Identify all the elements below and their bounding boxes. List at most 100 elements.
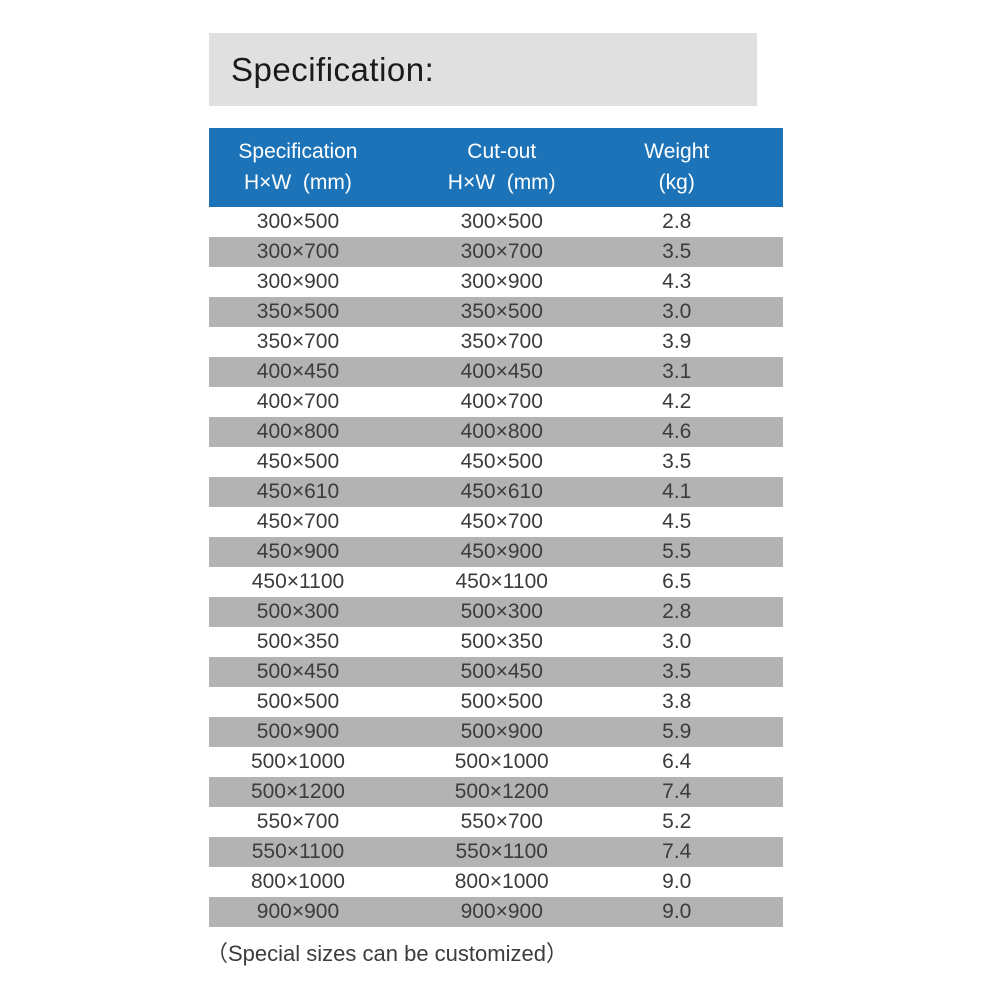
cell-weight: 4.6 [662, 420, 692, 443]
cell-cutout: 400×450 [460, 360, 543, 383]
cell-weight: 3.8 [662, 690, 692, 713]
cell-specification: 400×450 [256, 360, 340, 383]
table-row: 450×610 450×610 4.1 [209, 477, 783, 507]
cell-cutout: 350×500 [460, 300, 543, 323]
cell-weight: 3.1 [662, 360, 692, 383]
cell-specification: 350×500 [256, 300, 340, 323]
table-row: 500×500 500×500 3.8 [209, 687, 783, 717]
cell-cutout: 400×800 [460, 420, 543, 443]
cell-specification: 550×1100 [251, 840, 345, 863]
cell-specification: 450×900 [256, 540, 340, 563]
cell-specification: 300×900 [256, 270, 340, 293]
cell-specification: 450×700 [256, 510, 340, 533]
cell-cutout: 900×900 [460, 900, 543, 923]
table-row: 300×700 300×700 3.5 [209, 237, 783, 267]
cell-cutout: 450×900 [460, 540, 543, 563]
cell-specification: 550×700 [256, 810, 340, 833]
column-header-cutout: Cut-out H×W (mm) [386, 128, 617, 207]
table-header-row: Specification H×W (mm) Cut-out H×W (mm) … [209, 128, 783, 207]
table-row: 450×900 450×900 5.5 [209, 537, 783, 567]
cell-cutout: 300×700 [460, 240, 543, 263]
cell-specification: 500×500 [256, 690, 340, 713]
cell-weight: 9.0 [662, 870, 692, 893]
table-row: 450×1100 450×1100 6.5 [209, 567, 783, 597]
table-row: 350×500 350×500 3.0 [209, 297, 783, 327]
cell-weight: 7.4 [662, 840, 692, 863]
cell-weight: 5.5 [662, 540, 692, 563]
cell-cutout: 500×450 [460, 660, 543, 683]
cell-specification: 500×900 [256, 720, 340, 743]
cell-cutout: 450×700 [460, 510, 543, 533]
cell-weight: 4.5 [662, 510, 692, 533]
table-row: 500×450 500×450 3.5 [209, 657, 783, 687]
cell-cutout: 300×500 [460, 210, 543, 233]
column-header-cutout-title: Cut-out [467, 140, 537, 164]
column-header-specification-title: Specification [238, 140, 358, 164]
table-row: 550×700 550×700 5.2 [209, 807, 783, 837]
cell-weight: 3.0 [662, 630, 692, 653]
cell-specification: 300×500 [256, 210, 340, 233]
cell-weight: 3.0 [662, 300, 692, 323]
column-header-weight-unit: (kg) [658, 170, 695, 194]
cell-weight: 6.5 [662, 570, 692, 593]
cell-cutout: 550×700 [460, 810, 543, 833]
cell-specification: 500×350 [256, 630, 340, 653]
table-row: 550×1100 550×1100 7.4 [209, 837, 783, 867]
cell-weight: 7.4 [662, 780, 692, 803]
cell-specification: 350×700 [256, 330, 340, 353]
column-header-weight: Weight (kg) [616, 128, 783, 207]
cell-specification: 450×610 [256, 480, 340, 503]
table-row: 300×900 300×900 4.3 [209, 267, 783, 297]
cell-cutout: 450×610 [460, 480, 543, 503]
cell-cutout: 300×900 [460, 270, 543, 293]
table-row: 400×800 400×800 4.6 [209, 417, 783, 447]
page-title: Specification: [231, 50, 435, 88]
cell-cutout: 550×1100 [455, 840, 548, 863]
table-row: 450×500 450×500 3.5 [209, 447, 783, 477]
table-row: 900×900 900×900 9.0 [209, 897, 783, 927]
cell-cutout: 500×1000 [454, 750, 549, 773]
table-header: Specification H×W (mm) Cut-out H×W (mm) … [209, 128, 783, 207]
cell-cutout: 500×300 [460, 600, 543, 623]
footer-note: （Special sizes can be customized） [206, 941, 568, 966]
table-row: 350×700 350×700 3.9 [209, 327, 783, 357]
cell-weight: 3.5 [662, 450, 692, 473]
column-header-specification: Specification H×W (mm) [209, 128, 387, 207]
specification-table: Specification H×W (mm) Cut-out H×W (mm) … [209, 128, 783, 927]
cell-cutout: 800×1000 [454, 870, 549, 893]
table-row: 300×500 300×500 2.8 [209, 207, 783, 237]
table-row: 500×300 500×300 2.8 [209, 597, 783, 627]
column-header-weight-title: Weight [644, 140, 710, 164]
cell-cutout: 500×500 [460, 690, 543, 713]
column-header-specification-unit: H×W (mm) [244, 170, 352, 194]
cell-specification: 450×1100 [251, 570, 345, 593]
table-row: 400×700 400×700 4.2 [209, 387, 783, 417]
cell-weight: 2.8 [662, 210, 692, 233]
table-row: 500×350 500×350 3.0 [209, 627, 783, 657]
cell-weight: 6.4 [662, 750, 692, 773]
cell-weight: 5.2 [662, 810, 692, 833]
table-row: 800×1000 800×1000 9.0 [209, 867, 783, 897]
table-row: 500×900 500×900 5.9 [209, 717, 783, 747]
cell-specification: 300×700 [256, 240, 340, 263]
cell-specification: 500×1200 [250, 780, 345, 803]
column-header-cutout-unit: H×W (mm) [447, 170, 556, 194]
cell-specification: 450×500 [256, 450, 340, 473]
cell-weight: 5.9 [662, 720, 692, 743]
cell-cutout: 450×1100 [455, 570, 548, 593]
cell-weight: 4.3 [662, 270, 692, 293]
table-row: 500×1000 500×1000 6.4 [209, 747, 783, 777]
cell-specification: 400×800 [256, 420, 340, 443]
cell-weight: 2.8 [662, 600, 692, 623]
title-bar: Specification: [209, 33, 757, 106]
cell-cutout: 400×700 [460, 390, 543, 413]
cell-weight: 3.5 [662, 240, 692, 263]
cell-cutout: 500×1200 [454, 780, 549, 803]
cell-specification: 500×1000 [250, 750, 345, 773]
table-body: 300×500 300×500 2.8 300×700 300×700 3.5 300×90… [209, 207, 783, 927]
cell-cutout: 500×350 [460, 630, 543, 653]
cell-weight: 3.5 [662, 660, 692, 683]
cell-weight: 9.0 [662, 900, 692, 923]
cell-cutout: 450×500 [460, 450, 543, 473]
